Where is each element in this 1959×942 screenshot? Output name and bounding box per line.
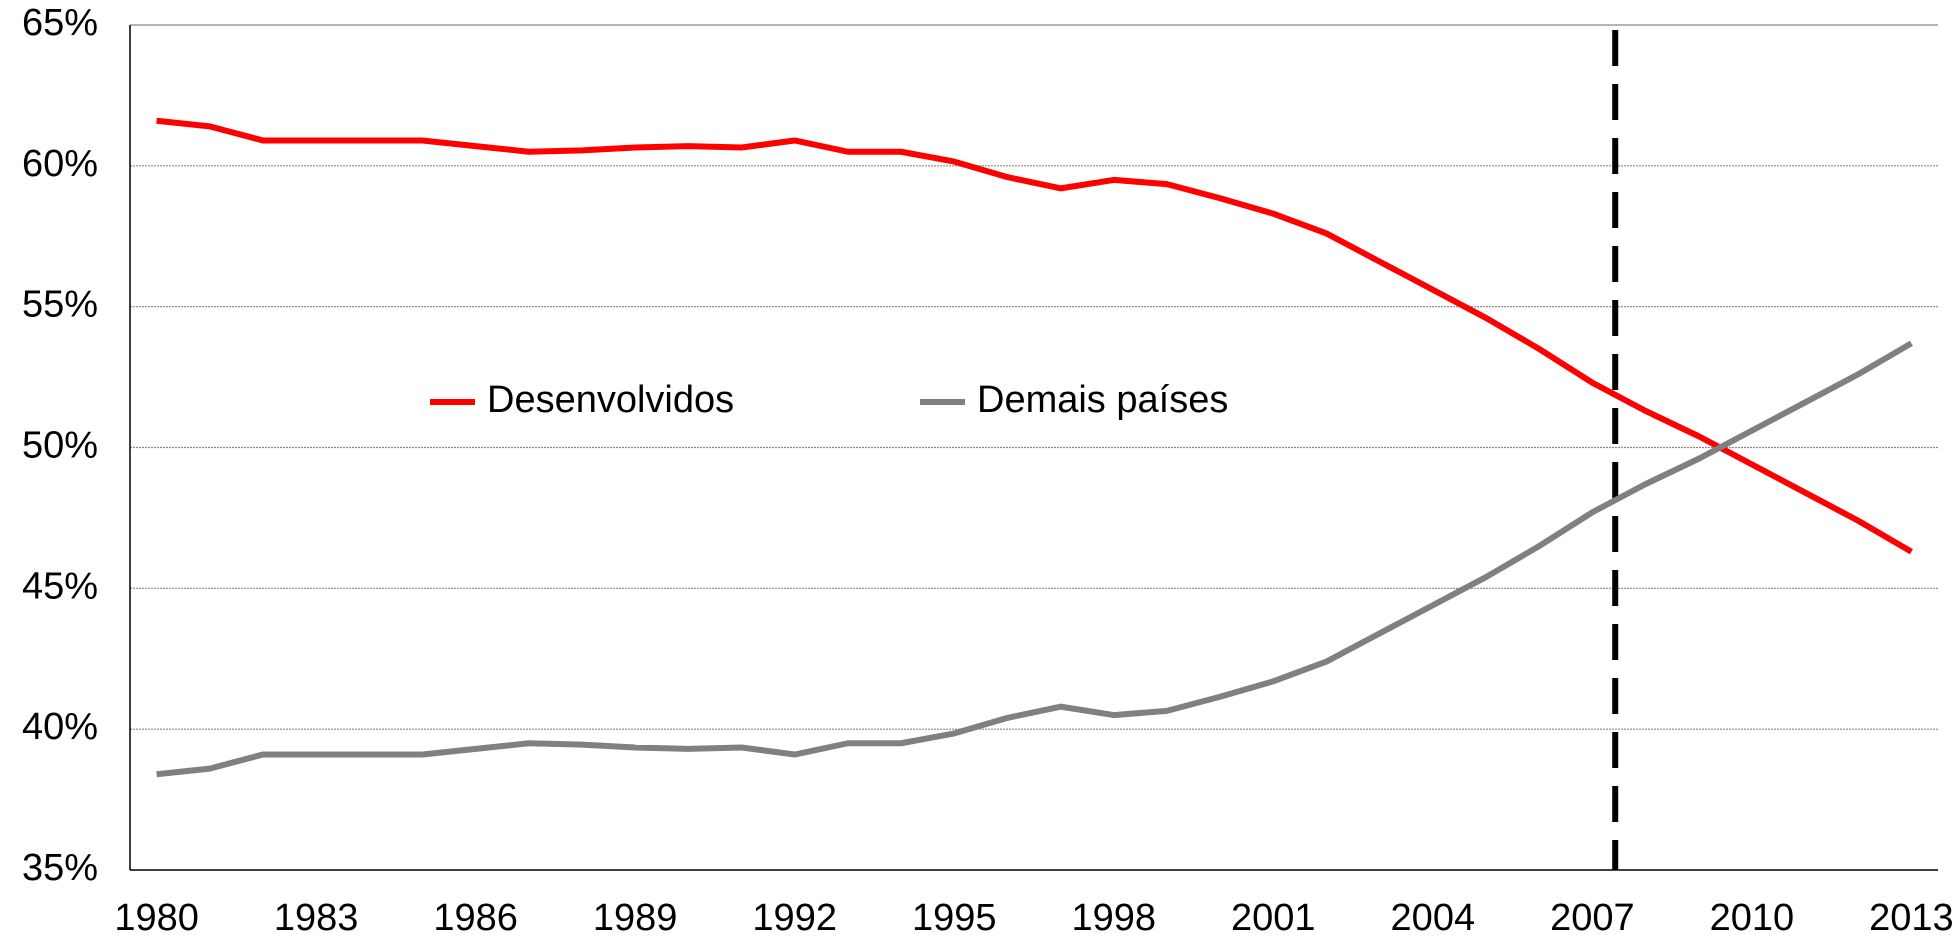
x-tick-label: 1983 bbox=[274, 897, 359, 939]
data-line bbox=[156, 117, 1913, 555]
y-tick-label: 65% bbox=[22, 2, 98, 44]
x-tick-label: 1989 bbox=[593, 897, 678, 939]
x-tick-label: 2010 bbox=[1710, 897, 1795, 939]
y-tick-label: 60% bbox=[22, 143, 98, 185]
x-tick-label: 2001 bbox=[1231, 897, 1316, 939]
x-tick-label: 1992 bbox=[752, 897, 837, 939]
y-tick-label: 45% bbox=[22, 565, 98, 607]
x-tick-label: 1998 bbox=[1071, 897, 1156, 939]
y-tick-label: 50% bbox=[22, 425, 98, 467]
legend-label: Demais países bbox=[977, 379, 1228, 421]
x-tick-label: 2007 bbox=[1550, 897, 1635, 939]
x-tick-label: 1986 bbox=[433, 897, 518, 939]
x-tick-label: 1980 bbox=[114, 897, 199, 939]
y-tick-label: 55% bbox=[22, 284, 98, 326]
y-tick-label: 35% bbox=[22, 847, 98, 889]
legend-label: Desenvolvidos bbox=[487, 379, 734, 421]
x-tick-label: 1995 bbox=[912, 897, 997, 939]
y-tick-label: 40% bbox=[22, 706, 98, 748]
x-tick-label: 2013 bbox=[1869, 897, 1954, 939]
x-tick-label: 2004 bbox=[1391, 897, 1476, 939]
data-line bbox=[156, 340, 1913, 778]
